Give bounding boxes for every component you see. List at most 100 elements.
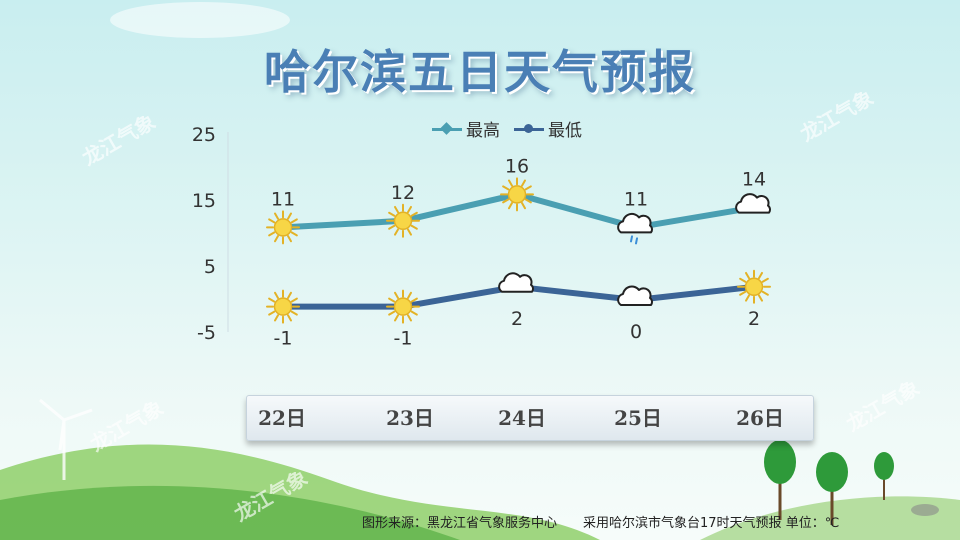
legend-label: 最高 — [466, 121, 500, 141]
sun-ray — [410, 297, 418, 303]
sun-ray — [761, 290, 769, 296]
data-label: 0 — [630, 321, 642, 343]
cloud-decoration — [110, 2, 290, 38]
chart-legend: 最高 最低 — [432, 116, 582, 141]
data-label: 11 — [624, 188, 648, 210]
sun-ray — [739, 277, 747, 283]
sun-ray — [388, 310, 396, 316]
wind-turbine-decoration — [39, 398, 93, 480]
y-tick-label: 5 — [203, 256, 216, 278]
sun-ray — [274, 291, 279, 299]
sun-ray — [758, 271, 763, 280]
sun-ray — [502, 198, 510, 204]
date-label: 26日 — [736, 406, 784, 430]
legend-label: 最低 — [548, 121, 582, 141]
sun-ray — [410, 310, 418, 316]
sun-ray — [410, 224, 418, 230]
sun-ray — [521, 179, 526, 187]
data-label: -1 — [394, 328, 413, 350]
sun-ray — [388, 297, 396, 303]
sun-ray — [521, 202, 526, 210]
data-label: 16 — [505, 155, 529, 177]
legend-item-low: 最低 — [514, 116, 582, 141]
hill-decoration — [700, 496, 960, 540]
sun-disc — [273, 297, 293, 316]
sun-ray — [268, 218, 276, 224]
page-title: 哈尔滨五日天气预报 — [264, 45, 696, 99]
sun-ray — [268, 297, 276, 303]
sun-ray — [290, 231, 298, 237]
date-label: 23日 — [386, 406, 434, 430]
sun-ray — [502, 185, 510, 191]
sun-ray — [524, 185, 532, 191]
sun-ray — [290, 310, 298, 316]
sun-icon — [386, 289, 420, 324]
cloud-shape — [735, 193, 771, 214]
sun-disc — [393, 211, 413, 231]
tree-decoration — [764, 440, 939, 525]
rain-drop — [630, 235, 633, 243]
sun-ray — [274, 212, 279, 220]
sun-ray — [394, 291, 399, 299]
sun-icon — [266, 210, 300, 245]
sun-ray — [274, 235, 279, 243]
sun-ray — [268, 310, 276, 316]
sun-ray — [761, 277, 769, 283]
footer: 图形来源：黑龙江省气象服务中心 采用哈尔滨市气象台17时天气预报 单位：℃ — [362, 512, 839, 531]
sun-ray — [407, 314, 412, 322]
data-label: 11 — [271, 188, 295, 210]
sun-ray — [287, 235, 292, 243]
sun-ray — [407, 228, 412, 236]
footer-note: 采用哈尔滨市气象台17时天气预报 单位：℃ — [583, 516, 840, 531]
sun-ray — [739, 290, 747, 296]
data-label: 14 — [742, 169, 766, 191]
y-tick-label: 15 — [191, 190, 216, 212]
sun-ray — [388, 224, 396, 230]
sun-ray — [394, 205, 399, 214]
sun-ray — [758, 294, 763, 302]
sun-disc — [393, 297, 413, 316]
sun-disc — [507, 185, 527, 204]
sun-icon — [266, 289, 300, 324]
sun-icon — [737, 269, 771, 304]
legend-item-high: 最高 — [432, 116, 500, 141]
sun-disc — [744, 277, 764, 297]
cloud-icon — [498, 272, 534, 293]
data-label: 2 — [511, 308, 523, 330]
sun-ray — [290, 297, 298, 303]
y-tick-label: 25 — [191, 124, 216, 146]
rain-drop — [635, 237, 638, 245]
sun-ray — [268, 231, 276, 237]
legend-marker-circle — [514, 122, 544, 136]
sun-ray — [410, 211, 418, 217]
sun-ray — [274, 314, 279, 322]
data-label: 12 — [391, 182, 415, 204]
cloud-shape — [617, 212, 653, 234]
sun-ray — [745, 271, 750, 280]
sun-icon — [386, 203, 420, 238]
date-bar: 22日 23日 24日 25日 26日 — [246, 395, 814, 441]
sun-ray — [394, 314, 399, 322]
sun-ray — [745, 294, 750, 302]
sun-ray — [508, 202, 513, 210]
date-label: 22日 — [258, 406, 306, 430]
sun-ray — [287, 212, 292, 220]
sun-ray — [388, 211, 396, 217]
sun-ray — [287, 314, 292, 322]
sun-icon — [500, 177, 534, 212]
sun-ray — [394, 228, 399, 236]
legend-marker-diamond — [432, 122, 462, 136]
sun-ray — [524, 198, 532, 204]
sun-ray — [407, 205, 412, 214]
cloud-shape — [617, 285, 653, 306]
hill-decoration — [0, 485, 460, 540]
y-tick-label: -5 — [197, 322, 216, 344]
footer-source: 图形来源：黑龙江省气象服务中心 — [362, 516, 558, 531]
date-label: 24日 — [498, 406, 546, 430]
sun-ray — [508, 179, 513, 187]
sun-ray — [287, 291, 292, 299]
cloud-rain-icon — [617, 212, 653, 245]
